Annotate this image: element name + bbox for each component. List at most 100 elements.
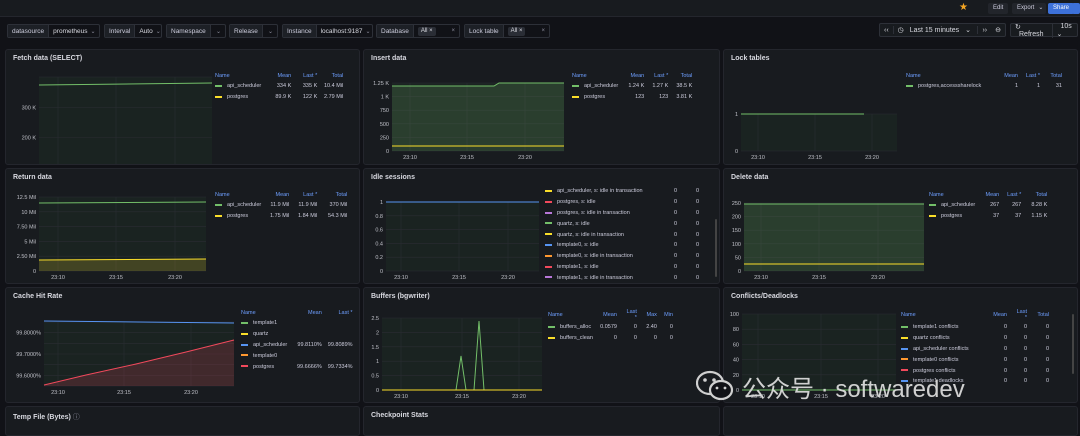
legend-row[interactable]: api_scheduler conflicts 0 0 0 <box>898 344 1052 355</box>
panel-return-data[interactable]: Return data 12.5 Mil 10 Mil 7.50 Mil 5 Mil 2… <box>5 168 360 284</box>
legend-header[interactable]: Mean <box>1004 73 1018 79</box>
legend-row[interactable]: postgres 89.9 K 122 K 2.79 Mil <box>212 92 346 103</box>
zoom-out-icon[interactable]: ⊖ <box>995 27 1001 34</box>
legend-row[interactable]: api_scheduler 1.24 K 1.27 K 38.5 K <box>569 81 695 92</box>
share-button[interactable]: Share <box>1048 3 1075 14</box>
legend-header[interactable]: Last * <box>1025 73 1040 79</box>
legend-header[interactable]: Last * <box>338 310 353 316</box>
clear-icon[interactable]: × <box>541 28 545 34</box>
star-icon[interactable]: ★ <box>959 2 968 13</box>
var-database[interactable]: Database All × × <box>376 24 460 38</box>
legend-row[interactable]: quartz <box>238 329 356 340</box>
panel-insert-data[interactable]: Insert data 1.25 K 1 K 750 500 250 0 23:10 23:1… <box>363 49 720 165</box>
legend-row[interactable]: template1, s: idle in transaction 0 0 <box>542 272 702 283</box>
legend-header[interactable]: Name <box>929 192 944 198</box>
selected-chip[interactable]: All × <box>417 26 436 36</box>
legend-row[interactable]: template1 <box>238 318 356 329</box>
time-range-value[interactable]: ◷ Last 15 minutes ⌄ <box>892 26 979 34</box>
edit-button[interactable]: Edit <box>988 3 1009 14</box>
chevron-right-icon[interactable]: ›› <box>982 26 988 34</box>
legend-row[interactable]: quartz, s: idle in transaction 0 0 <box>542 229 702 240</box>
legend-row[interactable]: postgres 99.6666% 99.7334% <box>238 361 356 372</box>
legend-row[interactable]: api_scheduler 99.8110% 99.8089% <box>238 340 356 351</box>
legend-header[interactable]: Name <box>572 73 587 79</box>
legend-header[interactable]: Mean <box>603 312 617 318</box>
legend-row[interactable]: template1 deadlocks 0 0 0 <box>898 376 1052 387</box>
legend-row[interactable]: postgres 123 123 3.81 K <box>569 92 695 103</box>
legend-header[interactable]: Last * <box>303 192 318 198</box>
legend-header[interactable]: Mean <box>275 192 290 198</box>
var-interval[interactable]: Interval Auto ⌄ <box>104 24 162 38</box>
legend-row[interactable]: api_scheduler, s: idle in transaction 0 0 <box>542 186 702 197</box>
legend-row[interactable]: quartz, s: idle 0 0 <box>542 218 702 229</box>
legend-header[interactable]: Mean <box>993 312 1007 318</box>
panel-conflicts[interactable]: Conflicts/Deadlocks 100 80 60 40 20 0 23:10 23:… <box>723 287 1078 403</box>
legend-header[interactable]: Last * <box>1007 192 1022 198</box>
legend-row[interactable]: template0, s: idle in transaction 0 0 <box>542 251 702 262</box>
legend-header[interactable]: Total <box>331 73 344 79</box>
legend-header[interactable]: Name <box>215 73 230 79</box>
legend-header[interactable]: Total <box>1050 73 1062 79</box>
legend-row[interactable]: quartz conflicts 0 0 0 <box>898 333 1052 344</box>
var-instance[interactable]: Instance localhost:9187 ⌄ <box>282 24 373 38</box>
legend-header[interactable]: Name <box>906 73 921 79</box>
legend-row[interactable]: template1 conflicts 0 0 0 <box>898 322 1052 333</box>
var-namespace[interactable]: Namespace ⌄ <box>166 24 226 38</box>
chevron-left-icon[interactable]: ‹‹ <box>884 26 889 34</box>
legend-header[interactable]: Mean <box>308 310 322 316</box>
legend-row[interactable]: postgres, s: idle 0 0 <box>542 197 702 208</box>
legend-header[interactable]: Max <box>646 312 657 318</box>
panel-temp-file[interactable]: Temp File (Bytes) ⓘ <box>5 406 360 436</box>
legend-header[interactable]: Name <box>901 312 916 318</box>
legend-header[interactable]: Last * <box>303 73 318 79</box>
legend-row[interactable]: buffers_alloc 0.0579 0 2.40 0 <box>545 322 676 333</box>
refresh-picker[interactable]: ↻ Refresh 10s ⌄ <box>1010 22 1078 38</box>
legend-row[interactable]: template0, s: idle 0 0 <box>542 240 702 251</box>
legend-row[interactable]: api_scheduler 11.9 Mil 11.9 Mil 370 Mil <box>212 200 350 211</box>
legend-scrollbar[interactable] <box>715 219 717 277</box>
legend-header[interactable]: Total <box>1037 312 1049 318</box>
var-datasource[interactable]: datasource prometheus ⌄ <box>7 24 100 38</box>
export-button[interactable]: Export ⌄ <box>1012 3 1047 14</box>
legend-header[interactable]: Name <box>215 192 230 198</box>
legend-header[interactable]: Total <box>680 73 693 79</box>
legend-row[interactable]: api_scheduler 267 267 8.28 K <box>926 200 1050 211</box>
refresh-button[interactable]: ↻ Refresh <box>1011 22 1053 38</box>
legend-scrollbar[interactable] <box>1072 314 1074 374</box>
legend-row[interactable]: template0 <box>238 350 356 361</box>
panel-cache-hit-rate[interactable]: Cache Hit Rate 99.8000% 99.7000% 99.6000% 2… <box>5 287 360 403</box>
clear-icon[interactable]: × <box>451 28 455 34</box>
panel-lock-tables[interactable]: Lock tables 1 0 23:10 23:15 23:20 Name Mean La… <box>723 49 1078 165</box>
legend-row[interactable]: buffers_clean 0 0 0 0 <box>545 333 676 344</box>
info-icon[interactable]: ⓘ <box>72 414 80 421</box>
legend-header[interactable]: Last * <box>1016 309 1027 321</box>
share-menu-button[interactable] <box>1072 3 1080 14</box>
panel-delete-data[interactable]: Delete data 250 200 150 100 50 0 23:10 23:15 23:… <box>723 168 1078 284</box>
legend-row[interactable]: api_scheduler 334 K 335 K 10.4 Mil <box>212 81 346 92</box>
legend-header[interactable]: Total <box>335 192 348 198</box>
legend-header[interactable]: Last * <box>654 73 669 79</box>
legend-row[interactable]: postgres,accesssharelock 1 1 31 <box>903 81 1065 92</box>
legend-header[interactable]: Mean <box>630 73 645 79</box>
legend-row[interactable]: postgres 37 37 1.15 K <box>926 211 1050 222</box>
legend-header[interactable]: Mean <box>985 192 1000 198</box>
refresh-interval-select[interactable]: 10s ⌄ <box>1056 22 1072 38</box>
legend-row[interactable]: template1, s: idle 0 0 <box>542 262 702 273</box>
time-range-picker[interactable]: ‹‹ ◷ Last 15 minutes ⌄ ›› ⊖ <box>879 23 1006 37</box>
legend-header[interactable]: Total <box>1035 192 1048 198</box>
legend-header[interactable]: Name <box>241 310 256 316</box>
legend-row[interactable]: postgres 1.75 Mil 1.84 Mil 54.3 Mil <box>212 211 350 222</box>
selected-chip[interactable]: All × <box>507 26 526 36</box>
legend-row[interactable]: postgres, s: idle in transaction 0 0 <box>542 208 702 219</box>
var-lock-table[interactable]: Lock table All × × <box>464 24 550 38</box>
legend-header[interactable]: Name <box>548 312 563 318</box>
legend-header[interactable]: Mean <box>277 73 292 79</box>
legend-header[interactable]: Min <box>664 312 673 318</box>
legend-row[interactable]: postgres conflicts 0 0 0 <box>898 365 1052 376</box>
legend-row[interactable]: template0 conflicts 0 0 0 <box>898 354 1052 365</box>
panel-idle-sessions[interactable]: Idle sessions 1 0.8 0.6 0.4 0.2 0 23:10 23:15 23… <box>363 168 720 284</box>
var-release[interactable]: Release ⌄ <box>229 24 278 38</box>
panel-buffers[interactable]: Buffers (bgwriter) 2.5 2 1.5 1 0.5 0 23:10 23:1… <box>363 287 720 403</box>
panel-checkpoint-stats[interactable]: Checkpoint Stats <box>363 406 720 436</box>
